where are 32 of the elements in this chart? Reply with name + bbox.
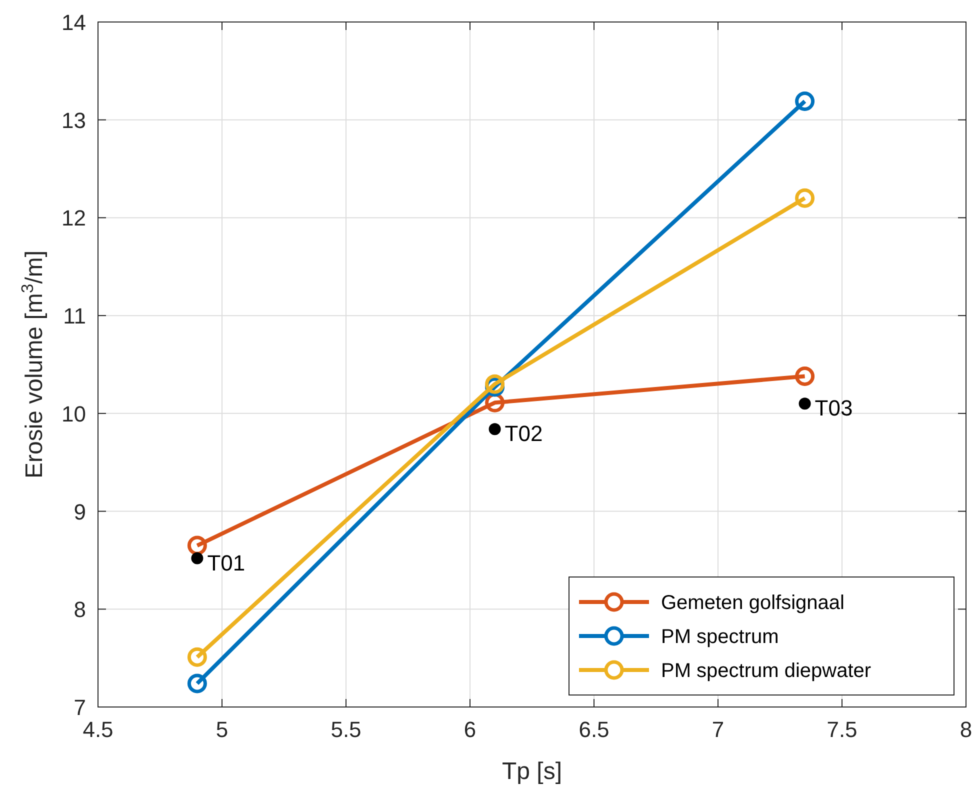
annotation: T03 xyxy=(814,396,853,421)
x-tick-label: 5.5 xyxy=(330,717,362,742)
y-tick-label: 12 xyxy=(62,206,86,231)
x-axis-title: Tp [s] xyxy=(502,758,562,785)
point xyxy=(191,552,204,564)
point xyxy=(187,536,207,556)
x-tick-label: 7 xyxy=(712,717,724,742)
annotation: T01 xyxy=(207,550,246,576)
y-tick-label: 10 xyxy=(62,401,86,426)
legend-label: PM spectrum diepwater xyxy=(661,660,872,682)
y-tick-label: 8 xyxy=(74,597,86,622)
legend-label: Gemeten golfsignaal xyxy=(661,592,844,614)
point xyxy=(795,366,815,386)
x-tick-label: 6 xyxy=(464,717,476,742)
y-tick-label: 14 xyxy=(62,10,86,35)
x-tick-label: 7.5 xyxy=(826,717,858,742)
point xyxy=(488,423,501,436)
y-tick-label: 9 xyxy=(74,499,86,524)
y-tick-label: 13 xyxy=(62,108,86,133)
x-tick-label: 5 xyxy=(216,717,228,742)
point xyxy=(187,674,207,694)
point xyxy=(795,92,815,112)
legend-label: PM spectrum xyxy=(661,626,779,648)
x-tick-label: 8 xyxy=(960,717,972,742)
point xyxy=(795,188,815,208)
point xyxy=(187,647,207,667)
y-tick-label: 7 xyxy=(74,695,86,720)
annotation: T02 xyxy=(504,421,543,446)
x-tick-label: 6.5 xyxy=(578,717,610,742)
x-tick-label: 4.5 xyxy=(82,717,114,742)
y-tick-label: 11 xyxy=(63,304,86,329)
point xyxy=(798,398,811,410)
